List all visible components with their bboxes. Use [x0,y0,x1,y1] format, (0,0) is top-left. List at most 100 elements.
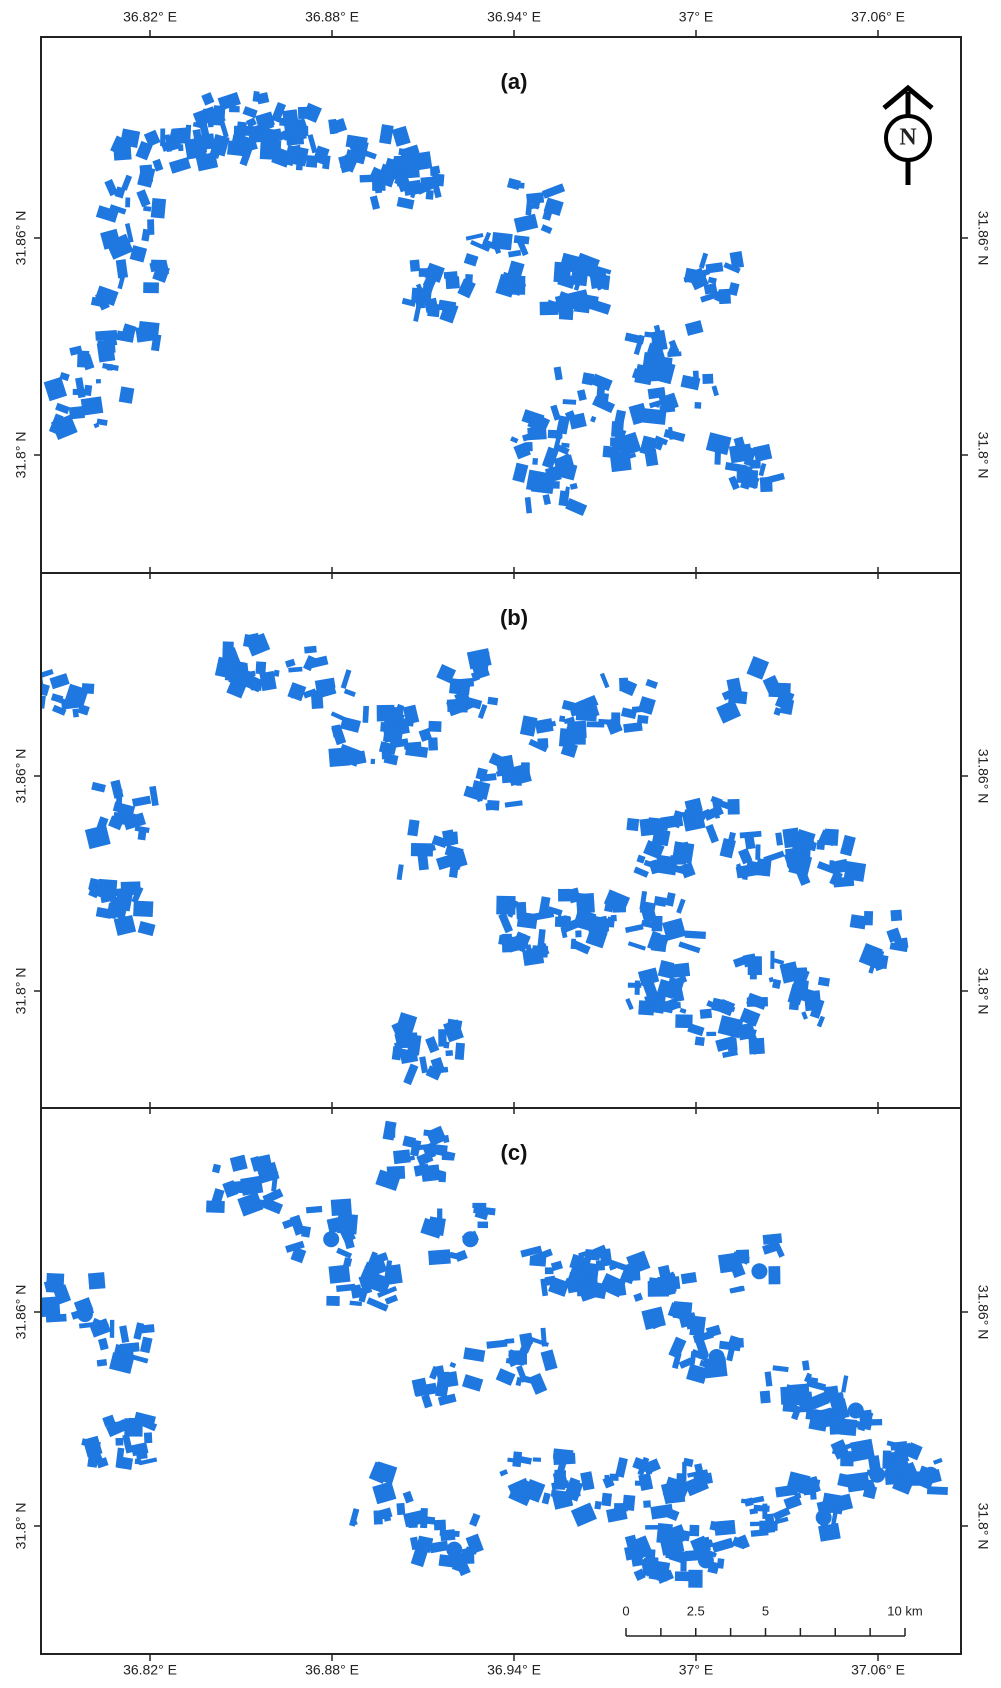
field-patch [545,1276,557,1286]
field-patch [594,1501,601,1510]
field-patch [580,1471,594,1491]
field-patch [747,997,768,1007]
field-patch [82,683,95,694]
field-patch [505,800,523,807]
panel-label: (c) [501,1140,528,1165]
field-patch [201,92,214,105]
field-patch [397,197,415,210]
lon-label: 36.82° E [123,9,177,25]
field-pivot [848,1402,864,1418]
field-patch [138,831,147,840]
field-patch [410,259,421,271]
field-patch [455,1250,468,1262]
field-patch [689,1525,699,1537]
field-patch [442,1155,455,1161]
field-patch [706,432,732,455]
field-patch [611,421,624,437]
field-patch [135,1459,142,1465]
field-patch [203,108,224,119]
field-patch [739,1008,760,1027]
field-patch [55,403,70,414]
field-patch [841,1375,848,1392]
field-patch [728,690,747,704]
field-patch [425,1036,439,1053]
field-patch [464,253,479,267]
field-patch [407,819,419,836]
panel-label: (a) [501,69,528,94]
field-patch [486,1340,507,1349]
field-patch [637,715,649,724]
field-patch [466,233,484,241]
field-patch [237,1192,263,1216]
field-patch [575,930,581,937]
field-patch [328,1264,350,1283]
field-patch [818,977,830,987]
field-patch [802,1360,810,1370]
field-patch [372,181,385,191]
field-patch [478,1222,489,1229]
field-patch [522,409,545,427]
field-patch [516,1377,523,1386]
field-patch [89,1318,111,1337]
lon-label: 36.94° E [487,9,541,25]
field-patch [600,673,610,689]
field-patch [138,321,159,335]
field-patch [775,832,783,845]
field-patch [487,697,498,706]
field-pivot [462,1231,478,1247]
field-patch [510,436,518,443]
field-patch [589,299,611,315]
field-pivot [751,1263,767,1279]
field-patch [428,1249,451,1265]
field-patch [115,1422,136,1429]
panel-fields [44,91,785,516]
field-patch [702,374,713,384]
field-patch [253,91,260,102]
field-patch [652,828,671,846]
field-patch [104,179,118,196]
field-patch [610,1474,619,1481]
field-patch [717,1558,725,1569]
field-patch [403,1064,418,1086]
field-patch [370,195,380,210]
field-patch [419,268,439,277]
field-patch [685,320,703,336]
field-patch [711,1538,733,1553]
field-patch [46,1273,64,1293]
field-patch [485,803,491,811]
field-patch [525,196,533,216]
field-patch [540,302,559,316]
field-patch [824,829,839,846]
field-patch [553,1448,574,1460]
field-patch [97,1359,107,1367]
lat-label: 31.8° N [975,432,991,479]
field-patch [625,332,645,344]
field-patch [512,463,528,483]
field-patch [750,1522,762,1527]
field-patch [554,1470,567,1490]
field-patch [801,1011,808,1020]
field-patch [688,1570,702,1588]
field-patch [219,121,228,138]
field-patch [230,1155,248,1172]
field-patch [727,799,739,815]
lon-label: 37° E [679,9,713,25]
field-patch [507,178,521,190]
field-patch [349,1508,359,1527]
field-patch [806,1375,813,1383]
field-patch [794,979,809,992]
field-patch [132,796,151,807]
field-patch [243,663,249,672]
field-patch [578,1269,585,1287]
field-patch [638,1000,654,1015]
field-patch [763,1233,783,1244]
field-patch [525,497,532,513]
field-patch [865,1419,882,1426]
field-patch [554,366,563,380]
lat-label: 31.86° N [975,211,991,266]
field-patch [433,1144,448,1156]
field-patch [864,911,873,925]
field-patch [604,1475,609,1483]
lat-label: 31.86° N [975,1285,991,1340]
field-patch [516,773,522,786]
